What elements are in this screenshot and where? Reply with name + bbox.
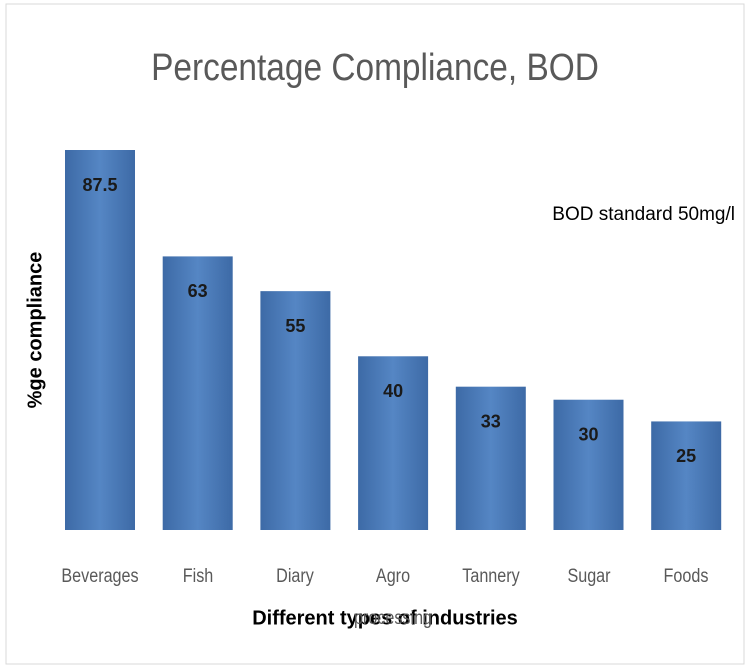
y-axis-label: %ge compliance: [24, 252, 46, 409]
bar: [455, 386, 526, 530]
x-tick-label: Beverages: [61, 566, 139, 587]
data-label: 63: [188, 281, 208, 301]
data-label: 30: [578, 424, 598, 444]
data-label: 25: [676, 446, 696, 466]
x-tick-label: Sugar: [566, 566, 611, 587]
x-tick-label: Agro processing: [354, 566, 433, 629]
bar: [65, 150, 135, 530]
x-tick-label: Diary: [276, 566, 315, 587]
bar: [162, 256, 233, 530]
bar: [651, 421, 722, 530]
x-axis-label: Different types of industries: [252, 607, 518, 629]
bar: [553, 399, 624, 530]
x-tick-label: Foods: [663, 566, 709, 587]
bar: [260, 291, 331, 530]
x-tick-label: Tannery: [462, 566, 520, 587]
data-label: 40: [383, 381, 403, 401]
bar: [358, 356, 429, 530]
data-label: 33: [481, 411, 501, 431]
x-tick-label: Fish: [182, 566, 213, 587]
annotation: BOD standard 50mg/l: [552, 204, 735, 225]
data-label: 87.5: [82, 175, 117, 195]
chart-title: Percentage Compliance, BOD: [151, 46, 599, 88]
data-label: 55: [285, 316, 305, 336]
